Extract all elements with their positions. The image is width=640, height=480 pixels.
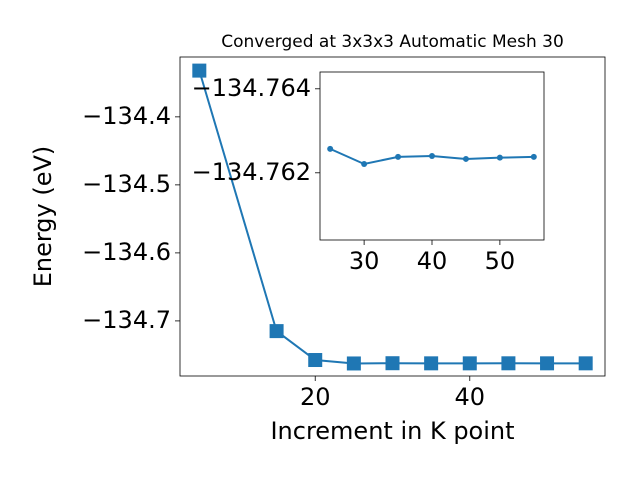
y-tick-label: −134.4 [82,102,171,130]
x-tick-label: 50 [485,247,516,275]
marker [424,356,439,371]
chart-title: Converged at 3x3x3 Automatic Mesh 30 [221,32,564,52]
marker [429,153,435,159]
y-tick-label: −134.764 [192,74,311,102]
marker [192,63,207,78]
marker [462,155,469,162]
marker [395,153,402,160]
x-tick-label: 40 [417,247,448,275]
y-tick-label: −134.7 [82,306,171,334]
marker [346,356,361,371]
marker [496,154,503,161]
y-axis-label: Energy (eV) [29,146,57,288]
x-axis-label: Increment in K point [270,417,514,445]
marker [327,145,334,152]
x-tick-label: 30 [349,247,380,275]
y-tick-label: −134.6 [82,238,171,266]
y-tick-label: −134.762 [192,158,311,186]
axes-frame [179,56,606,377]
marker [501,356,516,371]
x-tick-label: 40 [454,383,485,411]
marker [530,153,537,160]
marker [308,353,323,368]
marker [578,356,593,371]
marker [462,356,477,371]
x-tick-label: 20 [300,383,331,411]
series-line [198,70,586,365]
marker [540,356,555,371]
y-tick-label: −134.5 [82,170,171,198]
marker [269,324,284,339]
axes-frame [319,71,545,241]
marker [361,160,368,167]
marker [385,356,400,371]
